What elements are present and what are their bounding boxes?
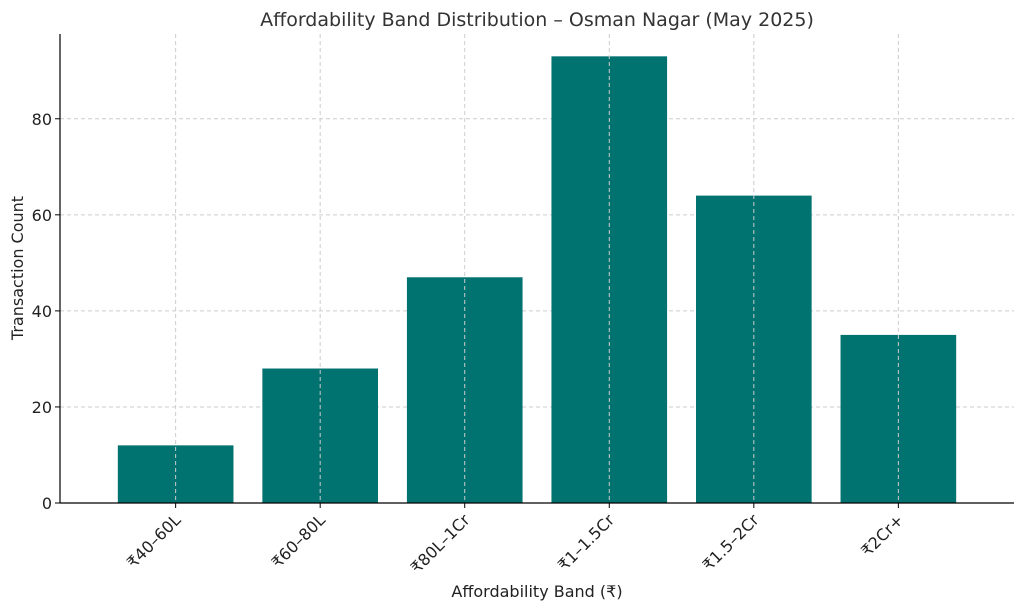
y-tick-label: 60	[32, 206, 52, 225]
x-tick-label: ₹2Cr+	[857, 510, 907, 560]
x-tick-label: ₹1.5–2Cr	[699, 510, 763, 574]
grid	[60, 118, 1014, 408]
bars	[117, 56, 957, 503]
x-axis-label: Affordability Band (₹)	[451, 582, 622, 601]
x-tick-label: ₹60–80L	[268, 510, 329, 571]
x-grid	[175, 34, 899, 503]
axes	[59, 34, 1014, 504]
bar	[840, 334, 957, 503]
y-tick-label: 80	[32, 110, 52, 129]
y-tick-label: 20	[32, 398, 52, 417]
x-tick-label: ₹40–60L	[123, 510, 184, 571]
x-tick-label: ₹80L–1Cr	[407, 510, 474, 577]
chart-title: Affordability Band Distribution – Osman …	[260, 9, 814, 31]
x-ticks: ₹40–60L ₹60–80L ₹80L–1Cr ₹1–1.5Cr ₹1.5–2Cr ₹2…	[123, 503, 907, 577]
y-tick-label: 0	[42, 494, 52, 513]
y-tick-label: 40	[32, 302, 52, 321]
x-tick-label: ₹1–1.5Cr	[554, 510, 618, 574]
y-ticks: 0 20 40 60 80	[32, 110, 60, 513]
y-axis-label: Transaction Count	[8, 196, 27, 341]
